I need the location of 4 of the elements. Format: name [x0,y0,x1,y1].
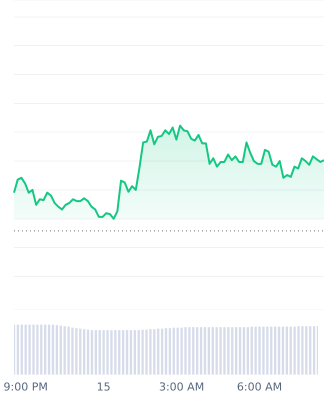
x-tick-label: 15 [96,380,111,394]
x-tick-label: 3:00 AM [158,380,204,394]
x-tick-label: 6:00 AM [236,380,282,394]
x-tick-label: 9:00 PM [4,380,48,394]
